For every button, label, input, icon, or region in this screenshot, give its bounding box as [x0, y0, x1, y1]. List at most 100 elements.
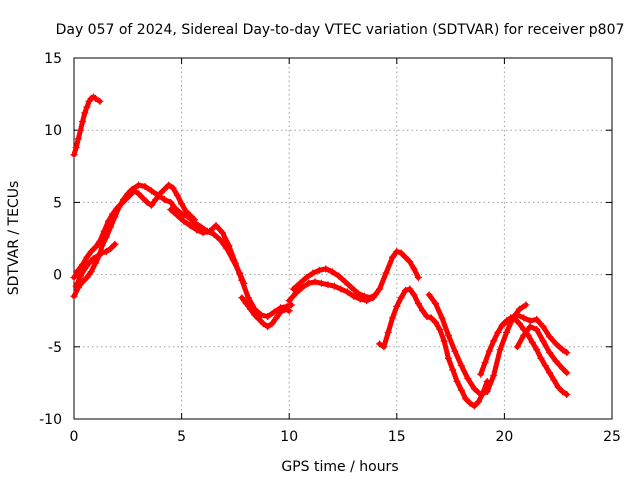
data-point [70, 273, 78, 281]
data-point [216, 236, 224, 244]
data-point [309, 269, 317, 277]
data-point [186, 211, 194, 219]
x-tick-label: 5 [177, 429, 186, 445]
data-point [156, 190, 164, 198]
data-point [305, 279, 313, 287]
data-point [242, 299, 250, 307]
data-point [406, 258, 414, 266]
data-point [147, 187, 155, 195]
data-point [354, 289, 362, 297]
series-track-m [513, 323, 571, 377]
data-point [130, 187, 138, 195]
data-point [87, 268, 95, 276]
data-point [315, 266, 323, 274]
data-point [83, 273, 91, 281]
data-point [169, 184, 177, 192]
data-point [83, 103, 91, 111]
data-point [186, 222, 194, 230]
x-axis-label: GPS time / hours [281, 459, 398, 475]
data-point [444, 354, 452, 362]
data-point [464, 375, 472, 383]
data-point [496, 346, 504, 354]
y-tick-label: -5 [48, 340, 62, 356]
data-point [401, 286, 409, 294]
data-point [500, 320, 508, 328]
series-track-j [425, 291, 530, 398]
data-point [193, 226, 201, 234]
data-point [494, 328, 502, 336]
data-point [178, 200, 186, 208]
y-tick-label: 5 [53, 195, 62, 211]
series-track-g [285, 247, 422, 305]
data-point [92, 243, 100, 251]
data-point [533, 315, 541, 323]
data-point [520, 314, 528, 322]
data-point [539, 323, 547, 331]
data-point [384, 328, 392, 336]
data-point [255, 315, 263, 323]
data-point [107, 245, 115, 253]
data-point [335, 272, 343, 280]
data-point [485, 347, 493, 355]
data-point [423, 312, 431, 320]
data-point [264, 323, 272, 331]
data-point [96, 237, 104, 245]
data-point [552, 357, 560, 365]
series-track-e [167, 206, 295, 320]
data-point [135, 181, 143, 189]
data-point [143, 198, 151, 206]
data-point [559, 346, 567, 354]
data-point [231, 259, 239, 267]
data-point [451, 347, 459, 355]
data-point [210, 230, 218, 238]
data-point [361, 292, 369, 300]
data-point [432, 318, 440, 326]
y-tick-label: 15 [44, 51, 62, 67]
data-point [238, 294, 246, 302]
data-point [337, 285, 345, 293]
data-point [462, 395, 470, 403]
data-point [470, 402, 478, 410]
data-point [272, 314, 280, 322]
data-point [290, 285, 298, 293]
data-point [432, 299, 440, 307]
x-tick-label: 0 [70, 429, 79, 445]
data-point [111, 240, 119, 248]
data-point [165, 181, 173, 189]
data-point [438, 314, 446, 322]
data-point [515, 320, 523, 328]
data-point [541, 362, 549, 370]
data-point [141, 183, 149, 191]
y-tick-label: 0 [53, 268, 62, 284]
data-point [475, 398, 483, 406]
data-point [270, 308, 278, 316]
series-track-i [376, 285, 491, 410]
data-point [104, 217, 112, 225]
data-point [526, 323, 534, 331]
data-point [285, 297, 293, 305]
data-point [102, 247, 110, 255]
data-point [477, 370, 485, 378]
data-point [92, 94, 100, 102]
series-trail [168, 207, 294, 319]
data-point [322, 265, 330, 273]
data-point [393, 302, 401, 310]
x-tick-label: 10 [280, 429, 298, 445]
data-point [152, 196, 160, 204]
data-point [490, 337, 498, 345]
data-point [533, 346, 541, 354]
data-point [546, 349, 554, 357]
data-point [281, 305, 289, 313]
data-point [113, 204, 121, 212]
y-tick-label: 10 [44, 123, 62, 139]
data-point [382, 269, 390, 277]
y-axis-label: SDTVAR / TECUs [6, 181, 22, 296]
data-point [218, 229, 226, 237]
data-point [167, 206, 175, 214]
data-point [191, 216, 199, 224]
data-point [481, 359, 489, 367]
data-point [371, 291, 379, 299]
data-point [397, 249, 405, 257]
data-point [85, 259, 93, 267]
